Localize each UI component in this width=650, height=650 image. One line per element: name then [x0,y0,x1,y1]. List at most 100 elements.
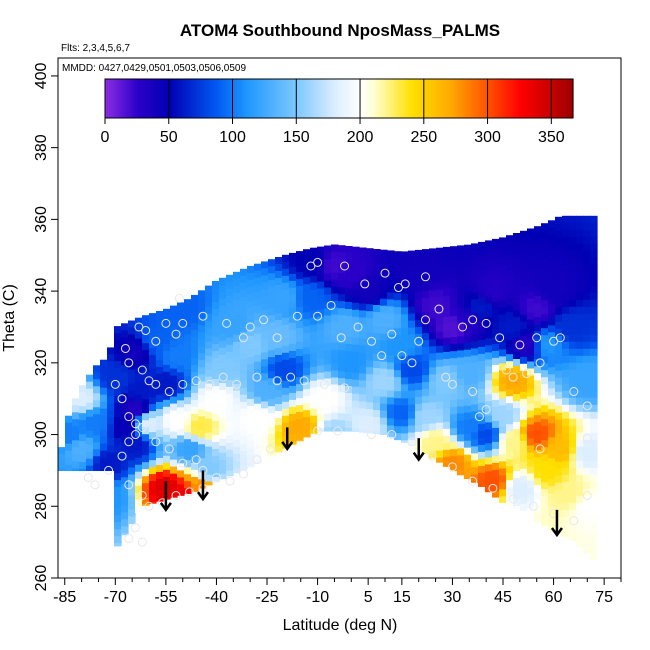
heatmap-cell [534,443,542,451]
heatmap-cell [205,390,213,399]
heatmap-cell [569,523,577,532]
heatmap-cell [422,361,430,369]
colorbar-segment [461,79,464,118]
heatmap-cell [590,306,598,315]
heatmap-cell [289,399,297,408]
station-marker [110,379,120,389]
heatmap-cell [240,464,248,471]
heatmap-cell [114,480,122,488]
heatmap-cell [345,260,353,268]
heatmap-cell [394,335,402,343]
colorbar-segment [471,79,474,118]
heatmap-cell [352,316,360,325]
heatmap-cell [548,472,556,480]
x-tick-label: -55 [154,589,177,606]
heatmap-cell [226,442,234,451]
heatmap-cell [240,268,248,277]
heatmap-cell [569,509,577,518]
colorbar-segment [187,79,190,118]
heatmap-cell [394,342,402,350]
station-marker [191,376,201,386]
heatmap-cell [590,299,598,308]
heatmap-cell [352,400,360,409]
heatmap-cell [457,427,465,435]
heatmap-cell [310,317,318,326]
heatmap-cell [366,269,374,277]
heatmap-cell [121,407,129,415]
station-marker [131,419,141,429]
heatmap-cell [401,391,409,399]
heatmap-cell [506,291,514,299]
heatmap-cell [492,385,500,394]
heatmap-cell [135,506,143,513]
heatmap-cell [247,377,255,386]
heatmap-cell [317,344,325,353]
heatmap-cell [303,319,311,327]
colorbar-segment [241,79,244,118]
heatmap-cell [450,274,458,282]
heatmap-cell [142,329,150,337]
heatmap-cell [289,427,297,436]
heatmap-cell [366,402,374,410]
heatmap-cell [149,460,157,468]
heatmap-cell [408,334,416,343]
colorbar-segment [549,79,552,118]
heatmap-cell [240,338,248,347]
heatmap-cell [492,364,500,373]
heatmap-cell [485,352,493,360]
heatmap-cell [226,337,234,346]
heatmap-cell [380,298,388,307]
heatmap-cell [233,439,241,448]
heatmap-cell [233,369,241,378]
heatmap-cell [450,253,458,261]
heatmap-cell [198,374,206,382]
heatmap-cell [121,330,129,338]
heatmap-cell [128,481,136,490]
heatmap-cell [254,403,262,412]
heatmap-cell [359,254,367,263]
heatmap-cell [590,229,598,238]
heatmap-cell [590,502,598,511]
station-marker [569,516,579,526]
heatmap-cell [583,271,591,280]
heatmap-cell [450,414,458,422]
heatmap-cell [492,294,500,303]
station-marker [252,455,262,465]
colorbar-segment [257,79,260,118]
heatmap-cell [380,354,388,363]
heatmap-cell [310,380,318,389]
heatmap-cell [121,533,129,536]
heatmap-cell [436,457,444,463]
heatmap-cell [548,374,556,382]
colorbar-segment [561,79,564,118]
heatmap-cell [359,366,367,375]
heatmap-cell [121,337,129,345]
heatmap-cell [408,439,416,446]
heatmap-cell [107,382,115,390]
heatmap-cell [170,347,178,356]
heatmap-cell [121,505,129,513]
heatmap-cell [79,469,87,472]
heatmap-cell [527,270,535,279]
heatmap-cell [387,292,395,300]
heatmap-cell [520,230,528,239]
heatmap-cell [226,379,234,388]
heatmap-cell [114,347,122,355]
heatmap-cell [373,249,381,257]
colorbar-segment [495,79,498,118]
heatmap-cell [79,455,87,463]
heatmap-cell [562,348,570,357]
colorbar-segment [453,79,456,118]
heatmap-cell [233,334,241,343]
heatmap-cell [415,389,423,398]
heatmap-cell [177,386,185,394]
heatmap-cell [93,379,101,387]
colorbar-segment [291,79,294,118]
heatmap-cell [170,340,178,349]
heatmap-cell [163,434,171,443]
heatmap-cell [576,425,584,434]
heatmap-cell [450,323,458,331]
heatmap-cell [177,491,185,496]
heatmap-cell [282,282,290,291]
heatmap-cell [436,310,444,319]
